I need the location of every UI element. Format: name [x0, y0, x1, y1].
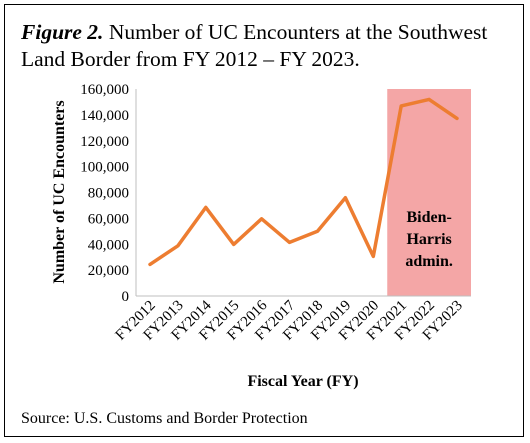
- data-point: [316, 230, 318, 232]
- data-point: [205, 206, 207, 208]
- data-point: [261, 218, 263, 220]
- x-axis-title: Fiscal Year (FY): [247, 373, 358, 390]
- figure-caption: Figure 2. Number of UC Encounters at the…: [21, 19, 519, 73]
- y-tick-label: 20,000: [88, 263, 129, 279]
- series-line: [148, 97, 459, 267]
- caption-text: Number of UC Encounters at the Southwest…: [21, 20, 488, 71]
- data-point: [344, 197, 346, 199]
- data-point: [456, 117, 458, 119]
- y-axis-title: Number of UC Encounters: [51, 100, 68, 283]
- y-tick-label: 80,000: [88, 186, 129, 202]
- y-tick-label: 60,000: [88, 211, 129, 227]
- data-point: [289, 241, 291, 243]
- data-point: [233, 243, 235, 245]
- data-point: [428, 98, 430, 100]
- highlight-region: [387, 89, 471, 296]
- source-note: Source: U.S. Customs and Border Protecti…: [21, 410, 308, 427]
- data-point: [177, 245, 179, 247]
- annotation-text: Harris: [406, 231, 451, 248]
- data-point: [400, 105, 402, 107]
- y-tick-label: 100,000: [80, 160, 129, 176]
- y-tick-label: 0: [122, 289, 130, 305]
- data-point: [149, 263, 151, 265]
- annotation-text: Biden-: [406, 209, 451, 226]
- data-point: [372, 255, 374, 257]
- annotation-text: admin.: [405, 253, 453, 270]
- y-tick-label: 120,000: [80, 134, 129, 150]
- y-tick-label: 160,000: [80, 82, 129, 98]
- y-tick-label: 140,000: [80, 108, 129, 124]
- figure-label: Figure 2.: [21, 20, 104, 44]
- y-tick-label: 40,000: [88, 237, 129, 253]
